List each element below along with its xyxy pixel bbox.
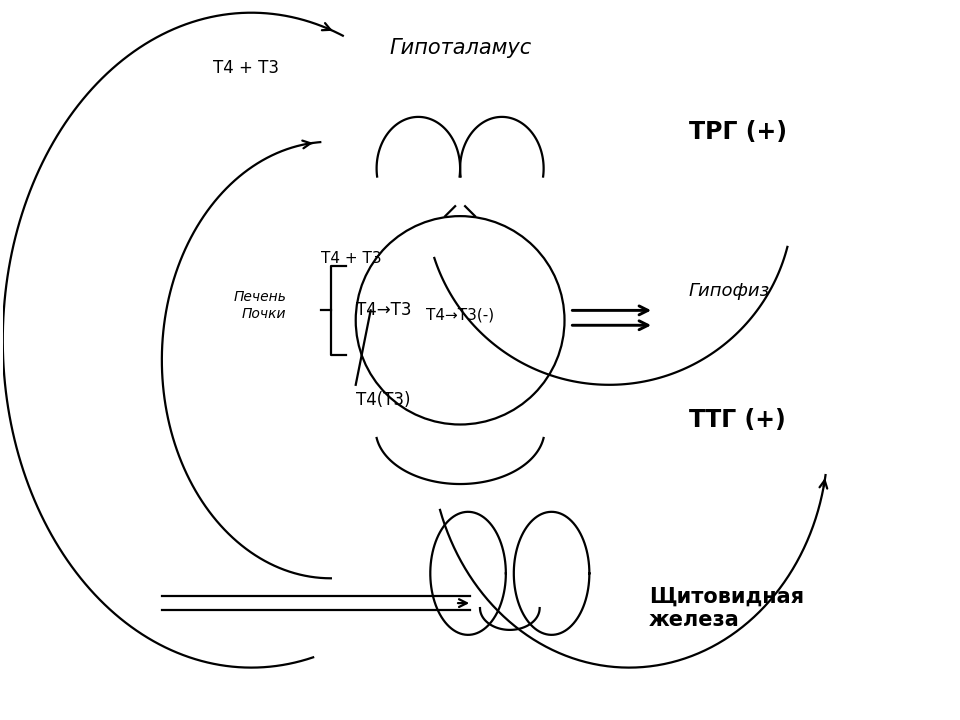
Text: Гипофиз: Гипофиз <box>688 282 770 300</box>
Text: ТРГ (+): ТРГ (+) <box>688 120 787 144</box>
Text: Щитовидная
железа: Щитовидная железа <box>649 587 804 630</box>
Text: Печень
Почки: Печень Почки <box>233 290 286 320</box>
Text: ТТГ (+): ТТГ (+) <box>688 408 785 431</box>
Text: Т4(Т3): Т4(Т3) <box>356 391 410 409</box>
Text: Т4 + Т3: Т4 + Т3 <box>213 59 279 77</box>
Text: Т4→Т3(-): Т4→Т3(-) <box>426 308 494 323</box>
Text: Т4 + Т3: Т4 + Т3 <box>321 251 381 266</box>
Text: Т4→Т3: Т4→Т3 <box>356 302 411 320</box>
Text: Гипоталамус: Гипоталамус <box>389 37 531 58</box>
